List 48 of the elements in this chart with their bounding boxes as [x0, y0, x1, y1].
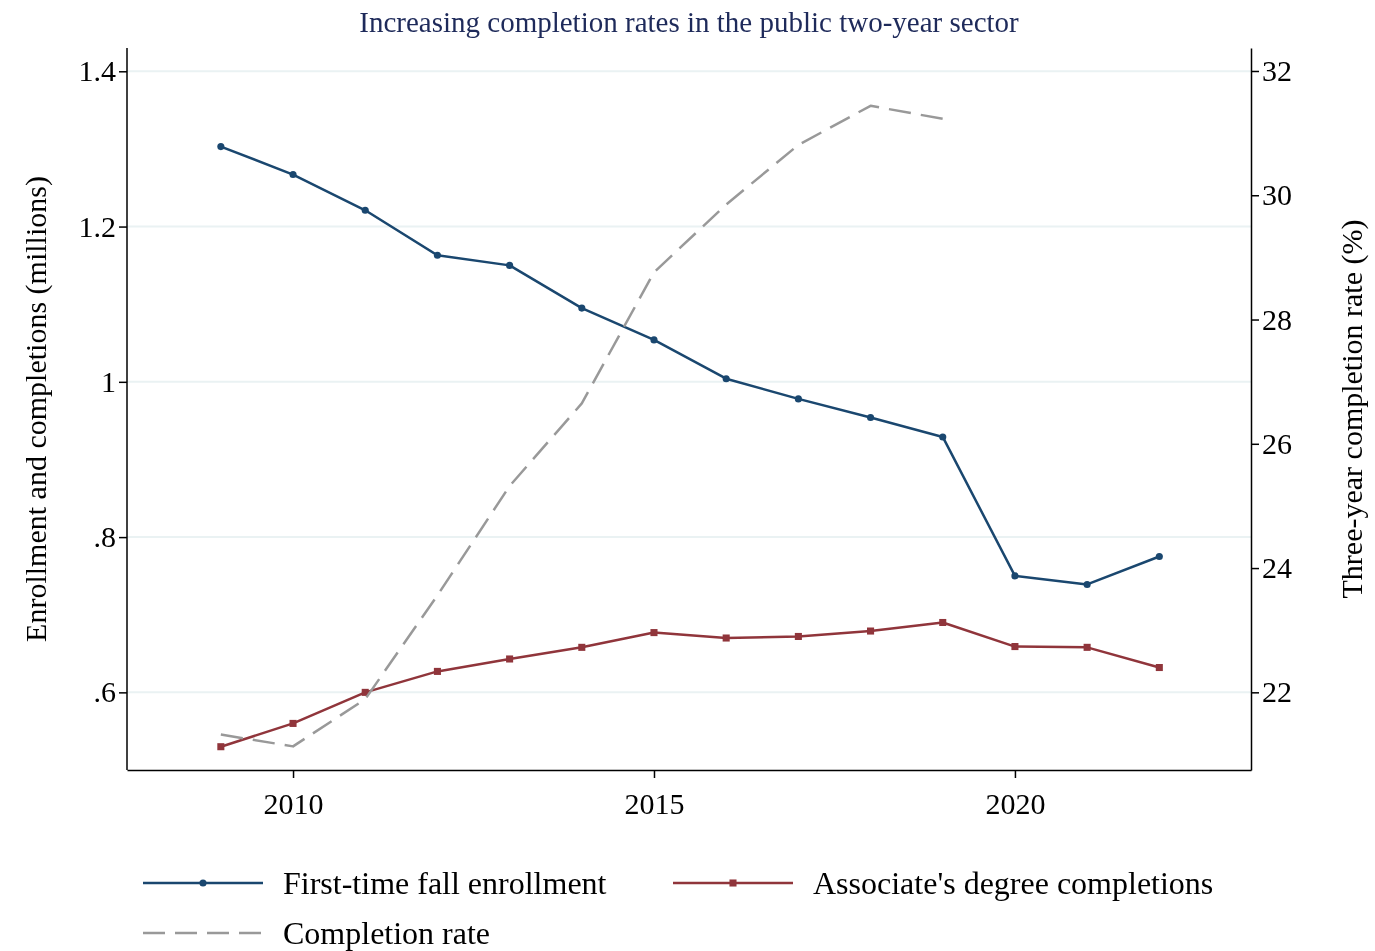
point	[650, 629, 658, 637]
point	[722, 634, 730, 642]
line-series	[219, 104, 944, 748]
y-tick-label: .8	[93, 520, 116, 554]
point	[433, 251, 441, 259]
y2-tick-label: 30	[1262, 178, 1292, 212]
x-tick-label: 2015	[624, 787, 685, 820]
point	[650, 336, 658, 344]
point	[939, 433, 947, 441]
point	[1083, 580, 1091, 589]
y2-tick-label: 24	[1262, 551, 1292, 585]
point	[289, 719, 297, 727]
legend-label: Associate's degree completions	[813, 865, 1214, 901]
point	[289, 170, 297, 179]
y-axis-title: Enrollment and completions (millions)	[19, 176, 53, 642]
y-tick-label: .6	[93, 675, 116, 709]
y2-axis-title: Three-year completion rate (%)	[1335, 219, 1369, 599]
x-tick-label: 2010	[263, 787, 324, 820]
point	[1155, 663, 1163, 672]
x-tick-label: 2020	[985, 787, 1046, 820]
point	[506, 261, 514, 269]
point	[794, 632, 802, 640]
point	[361, 206, 369, 214]
point	[217, 743, 225, 751]
y-tick-label: 1.2	[78, 209, 116, 243]
point	[1011, 572, 1019, 580]
point	[578, 643, 586, 651]
y2-tick-label: 28	[1262, 302, 1292, 336]
legend-label: First-time fall enrollment	[283, 865, 607, 901]
point	[1155, 552, 1163, 561]
point	[1011, 643, 1019, 651]
point	[722, 375, 730, 383]
y-tick-label: 1	[101, 364, 116, 398]
y-tick-label: 1.4	[78, 54, 116, 88]
point	[794, 395, 802, 403]
point	[506, 655, 514, 663]
point	[433, 667, 441, 675]
y2-tick-label: 32	[1262, 54, 1292, 88]
point	[867, 627, 875, 635]
y2-tick-label: 26	[1262, 426, 1292, 460]
point	[578, 304, 586, 312]
y2-tick-label: 22	[1262, 675, 1292, 709]
point	[866, 413, 875, 422]
legend-label: Completion rate	[283, 915, 491, 951]
point	[217, 143, 225, 151]
point	[939, 618, 947, 627]
chart-title: Increasing completion rates in the public two-year sector	[359, 6, 1020, 38]
point	[1083, 643, 1091, 651]
